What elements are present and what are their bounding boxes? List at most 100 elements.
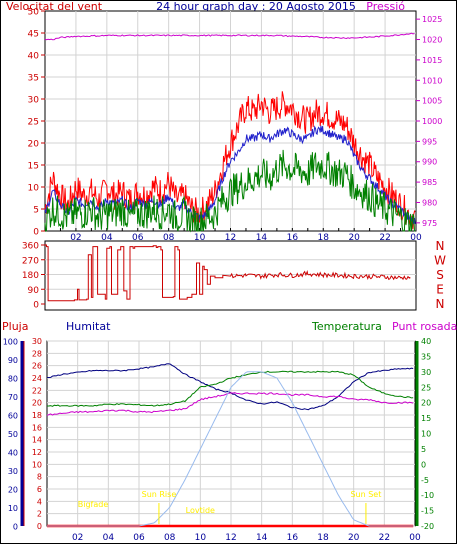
temperature-tick-label: 35 xyxy=(421,352,431,361)
temperature-tick-label: -5 xyxy=(421,476,429,485)
pressure-title: Pressió xyxy=(366,0,405,13)
wind-average-line xyxy=(44,125,416,225)
rain-tick-label: 2 xyxy=(37,510,42,519)
pressure-tick-label: 1005 xyxy=(422,97,442,106)
humidity-tick-label: 100 xyxy=(3,338,18,347)
humidity-tick-label: 90 xyxy=(8,356,18,365)
wind-tick-label: 15 xyxy=(28,162,39,172)
wind-tick-label: 35 xyxy=(28,74,39,84)
temperature-tick-label: 25 xyxy=(421,383,431,392)
wind-hour-label: 20 xyxy=(348,233,360,243)
direction-tick-label: 0 xyxy=(33,301,39,311)
wind-tick-label: 45 xyxy=(28,30,39,40)
rain-tick-label: 26 xyxy=(32,362,42,371)
humidity-line xyxy=(46,363,414,411)
humidity-tick-label: 80 xyxy=(8,375,18,384)
wind-hour-label: 04 xyxy=(101,233,113,243)
direction-tick-label: 360 xyxy=(22,242,39,252)
humidity-tick-label: 20 xyxy=(8,486,18,495)
temp-hour-label: 20 xyxy=(348,533,360,543)
event-marker-label: Bigfade xyxy=(78,500,109,509)
direction-tick-label: 270 xyxy=(22,256,39,266)
temperature-tick-label: 10 xyxy=(421,430,431,439)
temp-hour-label: 12 xyxy=(225,533,236,543)
temperature-tick-label: 40 xyxy=(421,337,431,346)
humidity-tick-label: 10 xyxy=(8,504,18,513)
pressure-tick-label: 1020 xyxy=(422,36,442,45)
compass-label: N xyxy=(436,297,445,311)
temperature-tick-label: -20 xyxy=(421,522,434,531)
pressure-tick-label: 1000 xyxy=(422,117,442,126)
pressure-line xyxy=(44,32,415,41)
event-marker-label: Sun Rise xyxy=(142,490,177,499)
wind-tick-label: 10 xyxy=(28,184,40,194)
humidity-tick-label: 0 xyxy=(13,523,18,532)
rain-tick-label: 30 xyxy=(32,337,42,346)
temp-hour-label: 06 xyxy=(133,533,145,543)
wind-hour-label: 00 xyxy=(410,233,422,243)
graph-day-title: 24 hour graph day : 20 Agosto 2015 xyxy=(156,0,356,13)
rain-tick-label: 28 xyxy=(32,349,42,358)
event-marker-label: Lovtide xyxy=(186,506,215,515)
wind-hour-label: 12 xyxy=(225,233,236,243)
pressure-tick-label: 995 xyxy=(422,137,437,146)
rain-tick-label: 18 xyxy=(32,411,42,420)
temperature-tick-label: 20 xyxy=(421,399,431,408)
temp-hour-label: 22 xyxy=(379,533,390,543)
rain-tick-label: 16 xyxy=(32,423,42,432)
temperature-humidity-panel: 0102030405060708090100024681012141618202… xyxy=(3,337,434,543)
wind-hour-label: 08 xyxy=(163,233,175,243)
rain-tick-label: 24 xyxy=(32,374,42,383)
wind-hour-label: 02 xyxy=(70,233,81,243)
rain-tick-label: 20 xyxy=(32,399,42,408)
temp-hour-label: 18 xyxy=(317,533,329,543)
pressure-tick-label: 975 xyxy=(422,219,437,228)
temperature-tick-label: 30 xyxy=(421,368,431,377)
rain-tick-label: 14 xyxy=(32,436,42,445)
wind-speed-title: Velocitat del vent xyxy=(6,0,103,13)
wind-direction-line xyxy=(45,244,411,302)
rain-tick-label: 6 xyxy=(37,485,42,494)
wind-hour-label: 14 xyxy=(256,233,268,243)
wind-gust-line xyxy=(44,91,416,230)
temperature-tick-label: -10 xyxy=(421,491,434,500)
temp-hour-label: 14 xyxy=(256,533,268,543)
rain-tick-label: 10 xyxy=(32,460,42,469)
wind-tick-label: 5 xyxy=(33,206,39,216)
humidity-tick-label: 40 xyxy=(8,449,18,458)
wind-tick-label: 0 xyxy=(33,228,39,238)
wind-low-line xyxy=(44,149,416,233)
wind-hour-label: 06 xyxy=(132,233,144,243)
direction-tick-label: 90 xyxy=(28,286,40,296)
rain-title: Pluja xyxy=(2,320,28,333)
direction-tick-label: 180 xyxy=(22,271,39,281)
wind-hour-label: 10 xyxy=(194,233,206,243)
humidity-tick-label: 70 xyxy=(8,393,18,402)
event-marker-label: Sun Set xyxy=(350,490,381,499)
temperature-title: Temperatura xyxy=(311,320,382,333)
temperature-line xyxy=(47,370,414,407)
compass-label: W xyxy=(434,254,446,268)
humidity-tick-label: 30 xyxy=(8,467,18,476)
rain-tick-label: 0 xyxy=(37,522,42,531)
temp-hour-label: 16 xyxy=(287,533,299,543)
pressure-tick-label: 1025 xyxy=(422,15,442,24)
wind-tick-label: 50 xyxy=(28,8,40,18)
compass-label: E xyxy=(436,283,444,297)
temp-hour-label: 10 xyxy=(195,533,207,543)
temperature-tick-label: -15 xyxy=(421,507,434,516)
humidity-tick-label: 60 xyxy=(8,412,18,421)
temp-hour-label: 02 xyxy=(72,533,83,543)
temperature-tick-label: 15 xyxy=(421,414,431,423)
temp-hour-label: 04 xyxy=(103,533,115,543)
wind-tick-label: 30 xyxy=(28,96,40,106)
humidity-tick-label: 50 xyxy=(8,430,18,439)
solar-line xyxy=(47,371,414,527)
rain-tick-label: 4 xyxy=(37,497,42,506)
wind-hour-label: 18 xyxy=(318,233,330,243)
pressure-tick-label: 980 xyxy=(422,198,437,207)
dew_point-line xyxy=(46,392,414,417)
temperature-tick-label: 5 xyxy=(421,445,426,454)
